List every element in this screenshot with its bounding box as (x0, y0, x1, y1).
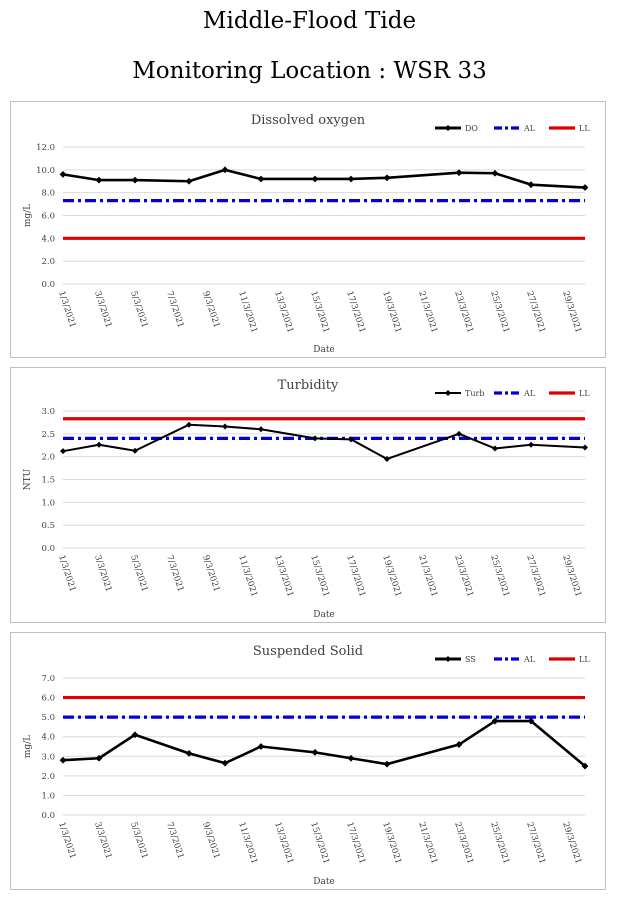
ss-point (581, 762, 589, 770)
legend-label-al: AL (523, 389, 536, 398)
legend-label-do: DO (465, 124, 478, 133)
y-tick-label: 3.0 (41, 752, 55, 762)
turb-point (384, 455, 390, 462)
y-axis-label: mg/L (23, 735, 33, 758)
legend-label-turb: Turb (465, 389, 484, 398)
chart-title: Turbidity (278, 378, 339, 393)
turb-point (222, 423, 228, 430)
do-point (581, 184, 589, 191)
x-axis-label: Date (313, 345, 335, 355)
do-point (527, 181, 535, 189)
do-point (383, 174, 391, 182)
y-tick-label: 8.0 (41, 189, 55, 199)
y-tick-label: 0.0 (41, 811, 55, 821)
do-point (491, 169, 499, 177)
y-tick-label: 1.0 (41, 791, 55, 801)
turb-point (312, 435, 318, 442)
legend-label-ll: LL (579, 389, 590, 398)
y-tick-label: 2.0 (41, 257, 55, 267)
turb-point (582, 444, 588, 451)
chart-frame (10, 101, 606, 358)
legend-label-ll: LL (579, 655, 590, 664)
ss-point (221, 759, 229, 767)
y-tick-label: 1.0 (41, 498, 55, 508)
legend-label-al: AL (523, 124, 536, 133)
chart-suspended-solid: Suspended Solid 0.0 1.0 2.0 3.0 4.0 5.0 6.0 7.0 m… (10, 632, 606, 890)
y-tick-label: 4.0 (41, 733, 55, 743)
do-point (185, 177, 193, 185)
turb-point (492, 445, 498, 452)
y-tick-label: 6.0 (41, 694, 55, 704)
do-point (221, 166, 229, 174)
legend-marker-do (445, 125, 451, 131)
legend-label-ll: LL (579, 124, 590, 133)
y-tick-label: 3.0 (41, 407, 55, 417)
ss-point (455, 741, 463, 748)
y-tick-label: 1.5 (41, 476, 55, 486)
do-point (257, 175, 265, 183)
y-tick-label: 6.0 (41, 212, 55, 222)
do-point (95, 176, 103, 184)
legend-marker-ss (445, 656, 451, 662)
do-point (131, 176, 139, 184)
y-tick-label: 0.0 (41, 280, 55, 290)
y-tick-label: 7.0 (41, 674, 55, 684)
ss-point (383, 760, 391, 768)
ss-point (527, 717, 535, 725)
turb-point (348, 436, 354, 443)
y-tick-label: 4.0 (41, 234, 55, 244)
ss-point (311, 748, 319, 756)
do-point (59, 171, 67, 178)
turb-point (456, 430, 462, 437)
turb-point (258, 426, 264, 433)
ss-point (95, 754, 103, 762)
y-tick-label: 2.5 (41, 430, 55, 440)
page-title: Middle-Flood Tide (202, 8, 417, 34)
ss-point (185, 749, 193, 757)
ss-point (491, 717, 499, 725)
y-axis-label: mg/L (23, 204, 33, 227)
y-tick-label: 0.0 (41, 544, 55, 554)
chart-turbidity: Turbidity0.00.51.01.52.02.53.0NTU1/3/202… (10, 367, 606, 623)
turb-point (60, 448, 66, 455)
turb-point (132, 447, 138, 454)
y-tick-label: 2.0 (41, 453, 55, 463)
legend-label-al: AL (523, 655, 536, 664)
x-axis-label: Date (313, 610, 335, 620)
do-point (311, 175, 319, 183)
chart-title: Dissolved oxygen (251, 113, 366, 128)
chart-frame (10, 632, 606, 890)
turb-point (528, 441, 534, 448)
ss-point (347, 754, 355, 762)
legend-label-ss: SS (465, 655, 476, 664)
turb-point (96, 441, 102, 448)
chart-frame (10, 367, 606, 623)
turb-point (186, 421, 192, 428)
page-subtitle: Monitoring Location : WSR 33 (132, 58, 487, 84)
do-point (455, 169, 463, 177)
y-tick-label: 2.0 (41, 772, 55, 782)
ss-point (131, 731, 139, 739)
chart-title: Suspended Solid (253, 644, 363, 659)
ss-point (257, 743, 265, 750)
x-axis-label: Date (313, 877, 335, 887)
legend-marker-turb (445, 390, 451, 396)
do-point (347, 175, 355, 183)
y-axis-label: NTU (23, 468, 33, 490)
y-tick-label: 12.0 (36, 143, 55, 153)
chart-dissolved-oxygen: Dissolved oxygen 0.0 2.0 4.0 6.0 8.0 10.0 12.0 m… (10, 101, 606, 358)
ss-point (59, 756, 67, 764)
y-tick-label: 5.0 (41, 713, 55, 723)
y-tick-label: 0.5 (41, 521, 55, 531)
y-tick-label: 10.0 (36, 166, 55, 176)
